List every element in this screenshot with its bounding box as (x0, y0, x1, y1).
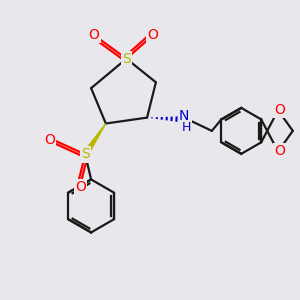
Text: N: N (179, 109, 189, 122)
Text: H: H (182, 121, 191, 134)
Text: O: O (148, 28, 158, 42)
Text: O: O (88, 28, 100, 42)
Text: O: O (75, 180, 86, 194)
Text: O: O (274, 145, 285, 158)
Text: O: O (44, 133, 55, 147)
Text: O: O (274, 103, 285, 117)
Polygon shape (83, 124, 106, 156)
Text: S: S (122, 52, 131, 66)
Text: S: S (81, 147, 90, 161)
